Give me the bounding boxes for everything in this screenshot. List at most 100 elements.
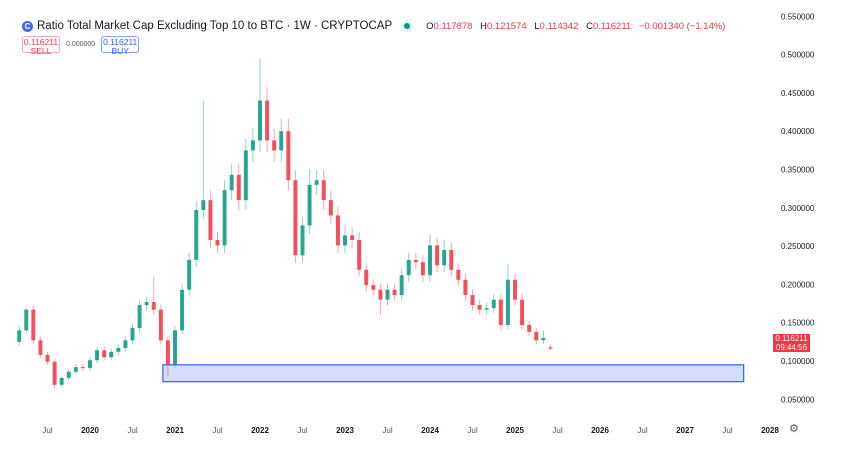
x-tick-label: Jul [42, 426, 52, 435]
x-tick-label: 2022 [251, 426, 269, 435]
y-tick-label: 0.350000 [781, 166, 815, 175]
candle-body [357, 239, 362, 270]
x-tick-label: 2026 [591, 426, 609, 435]
candle-body [307, 184, 312, 226]
y-tick-label: 0.550000 [781, 12, 815, 21]
candle-body [215, 239, 220, 246]
candle-body [328, 200, 333, 216]
candle-body [265, 100, 270, 141]
candle-body [66, 371, 71, 378]
symbol-legend: C Ratio Total Market Cap Excluding Top 1… [22, 20, 730, 32]
candle-body [31, 309, 36, 341]
candle-body [229, 174, 234, 191]
candle-body [491, 299, 496, 309]
candle-body [413, 259, 418, 263]
candle-body [321, 180, 326, 201]
x-tick-label: 2020 [81, 426, 99, 435]
sell-button[interactable]: 0.116211 SELL [22, 36, 60, 56]
candle-body [513, 279, 517, 300]
candle-body [428, 245, 432, 276]
candle-body [335, 215, 340, 246]
candle-body [173, 330, 177, 365]
candle-body [208, 200, 213, 240]
candle-body [222, 190, 227, 246]
candle-body [343, 235, 347, 246]
candle-body [45, 354, 50, 362]
candle-body [385, 289, 390, 300]
y-tick-label: 0.150000 [781, 319, 815, 328]
x-tick-label: Jul [127, 426, 137, 435]
candle-body [456, 269, 461, 280]
candle-body [88, 360, 92, 368]
spread-value: 0.000000 [66, 41, 96, 48]
candle-body [272, 140, 277, 151]
close-value: 0.116211 [592, 20, 632, 32]
candle-body [470, 295, 475, 306]
candle-body [498, 299, 503, 325]
support-zone [162, 364, 745, 383]
x-tick-label: 2023 [336, 426, 354, 435]
candle-body [505, 279, 510, 325]
x-tick-label: Jul [212, 426, 222, 435]
candle-body [236, 174, 241, 201]
candle-body [130, 328, 135, 341]
y-tick-label: 0.200000 [781, 280, 815, 289]
candle-body [364, 269, 369, 286]
candle-body [201, 200, 206, 211]
candle-body [406, 259, 411, 276]
candle-body [484, 308, 489, 310]
candle-body [59, 377, 64, 385]
high-value: 0.121574 [486, 20, 527, 32]
candle-body [158, 309, 163, 341]
candle-body [194, 210, 199, 260]
candle-body [151, 302, 156, 310]
candle-body [24, 309, 29, 331]
y-tick-label: 0.400000 [781, 127, 815, 136]
ohlc-values: O0.117878 H0.121574 L0.114342 C0.116211 … [426, 20, 726, 32]
candle-body [548, 347, 553, 349]
candle-body [399, 275, 404, 296]
candle-body [102, 350, 107, 358]
x-tick-label: 2021 [166, 426, 184, 435]
x-tick-label: 2025 [506, 426, 524, 435]
candle-body [378, 289, 383, 300]
x-tick-label: 2024 [421, 426, 439, 435]
candle-body [293, 180, 298, 256]
candle-body [350, 235, 355, 240]
candle-body [442, 249, 447, 266]
buy-button[interactable]: 0.116211 BUY [101, 36, 140, 56]
candle-body [250, 140, 255, 151]
candle-body [534, 331, 539, 341]
cryptocap-logo-icon: C [22, 20, 33, 32]
candle-body [17, 330, 22, 342]
candle-body [52, 361, 57, 385]
x-tick-label: Jul [552, 426, 562, 435]
candle-body [144, 302, 149, 306]
candle-body [187, 259, 192, 290]
candle-body [520, 299, 525, 325]
candle-body [258, 100, 262, 141]
candle-body [527, 324, 532, 332]
last-price-label: 0.116211 09:44:56 [773, 334, 810, 352]
y-tick-label: 0.300000 [781, 204, 815, 213]
x-tick-label: Jul [297, 426, 307, 435]
y-tick-label: 0.100000 [781, 357, 815, 366]
change-value: −0.001340 (−1.14%) [638, 20, 726, 32]
market-status-dot-icon [404, 23, 411, 29]
candle-body [314, 180, 319, 185]
candle-body [180, 289, 185, 331]
symbol-title[interactable]: Ratio Total Market Cap Excluding Top 10 … [37, 20, 393, 32]
x-tick-label: 2027 [676, 426, 694, 435]
candle-body [279, 131, 284, 151]
candle-body [165, 340, 170, 365]
y-tick-label: 0.500000 [781, 51, 815, 60]
x-tick-label: Jul [467, 426, 477, 435]
candle-body [300, 225, 305, 256]
gear-icon[interactable]: ⚙ [789, 423, 799, 435]
trade-buttons: 0.116211 SELL 0.000000 0.116211 BUY [22, 36, 140, 56]
open-value: 0.117878 [433, 20, 473, 32]
candle-body [243, 150, 248, 201]
x-tick-label: Jul [637, 426, 647, 435]
low-value: 0.114342 [539, 20, 579, 32]
